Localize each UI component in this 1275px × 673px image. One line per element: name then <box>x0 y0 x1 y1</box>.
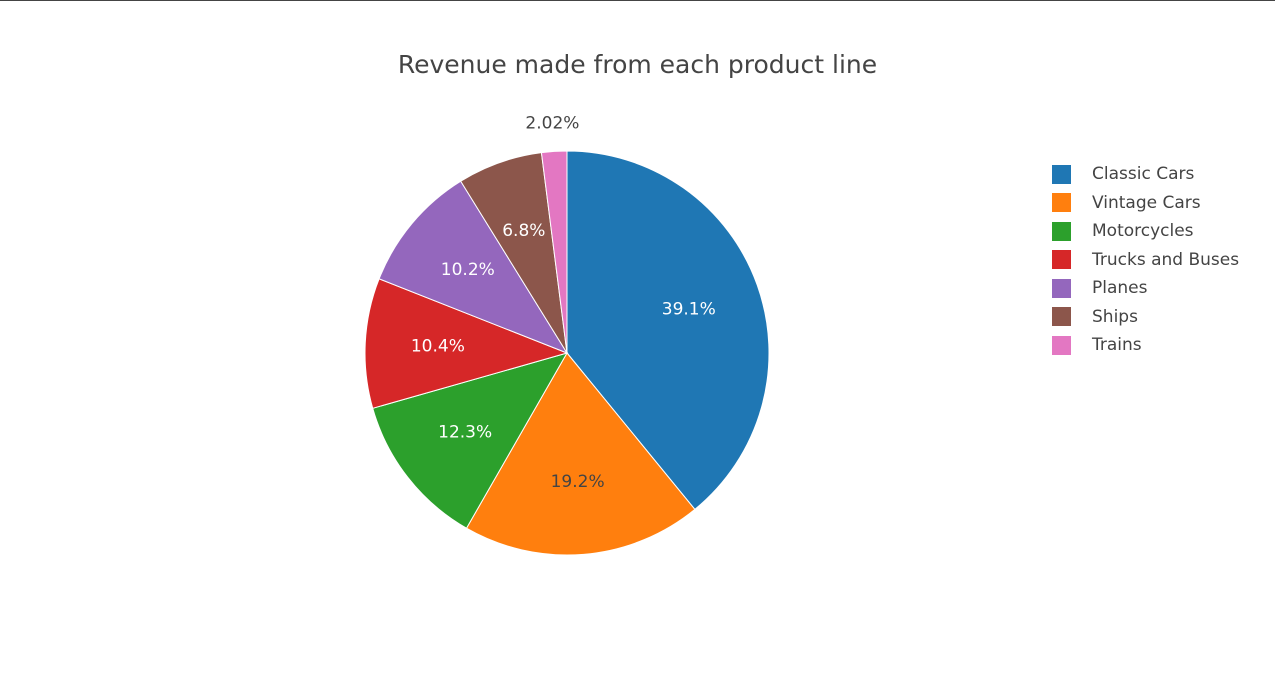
legend-swatch <box>1052 164 1071 184</box>
legend-item-ships[interactable]: Ships <box>1052 303 1239 332</box>
slice-label-ships: 6.8% <box>502 221 545 241</box>
slice-label-planes: 10.2% <box>441 260 495 280</box>
pie-slice-classic-cars[interactable] <box>566 150 770 511</box>
legend-swatch <box>1052 307 1071 327</box>
legend-item-trucks-and-buses[interactable]: Trucks and Buses <box>1052 246 1239 275</box>
slice-label-classic-cars: 39.1% <box>662 300 716 320</box>
pie-slice-trucks-and-buses[interactable] <box>364 278 569 409</box>
pie-slice-vintage-cars[interactable] <box>465 352 696 556</box>
legend-label: Classic Cars <box>1092 164 1195 185</box>
legend-label: Motorcycles <box>1092 221 1194 242</box>
legend-swatch <box>1052 193 1071 213</box>
pie-slices <box>364 150 770 556</box>
pie-slice-trains[interactable] <box>540 150 568 354</box>
slice-label-trucks-and-buses: 10.4% <box>411 337 465 357</box>
pie-slice-motorcycles[interactable] <box>372 352 569 529</box>
legend-item-vintage-cars[interactable]: Vintage Cars <box>1052 189 1239 218</box>
legend: Classic Cars Vintage Cars Motorcycles Truck… <box>1052 160 1239 360</box>
pie-slice-planes[interactable] <box>378 180 569 355</box>
legend-swatch <box>1052 250 1071 270</box>
legend-item-motorcycles[interactable]: Motorcycles <box>1052 217 1239 246</box>
slice-label-motorcycles: 12.3% <box>438 423 492 443</box>
legend-label: Trains <box>1092 335 1142 356</box>
legend-swatch <box>1052 278 1071 298</box>
legend-swatch <box>1052 221 1071 241</box>
legend-item-classic-cars[interactable]: Classic Cars <box>1052 160 1239 189</box>
legend-item-planes[interactable]: Planes <box>1052 274 1239 303</box>
pie-slice-labels: 39.1% 19.2% 12.3% 10.4% 10.2% 6.8% 2.02% <box>411 113 716 491</box>
slice-label-trains: 2.02% <box>525 113 579 133</box>
legend-label: Planes <box>1092 278 1148 299</box>
legend-label: Ships <box>1092 306 1138 327</box>
legend-swatch <box>1052 335 1071 355</box>
top-border <box>0 0 1275 1</box>
chart-title: Revenue made from each product line <box>397 50 878 79</box>
legend-item-trains[interactable]: Trains <box>1052 331 1239 360</box>
slice-label-vintage-cars: 19.2% <box>551 472 605 492</box>
legend-label: Trucks and Buses <box>1092 249 1240 270</box>
legend-label: Vintage Cars <box>1092 192 1201 213</box>
